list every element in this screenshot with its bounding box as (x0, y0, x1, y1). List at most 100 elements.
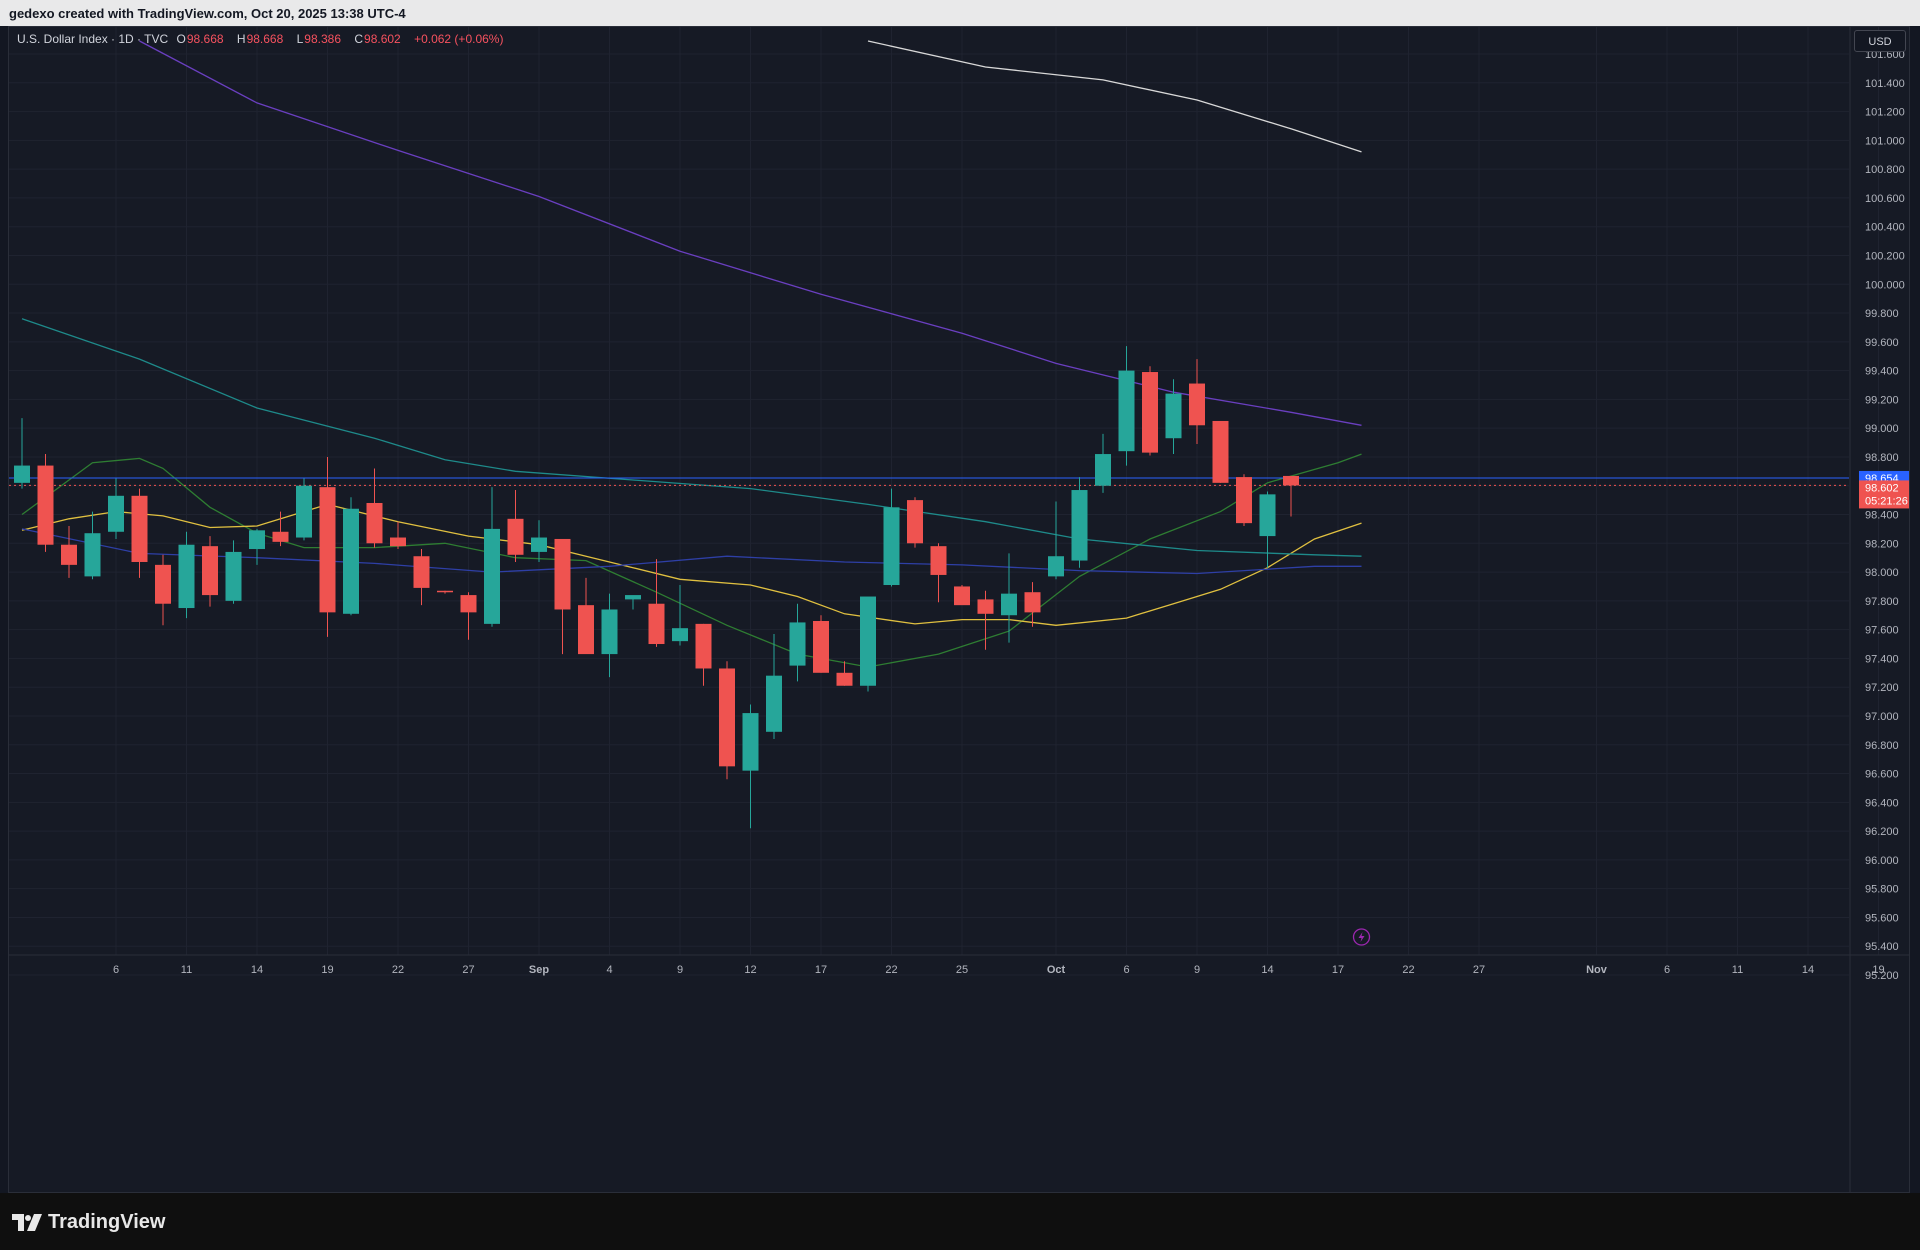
candles (14, 346, 1299, 829)
x-tick-label: 19 (1872, 964, 1884, 976)
x-tick-label: 6 (1123, 964, 1129, 976)
candle-body (1259, 494, 1276, 537)
candle-body (1118, 370, 1135, 452)
tradingview-brand[interactable]: TradingView (12, 1211, 165, 1234)
candle-body (977, 599, 994, 614)
y-tick-label: 97.400 (1865, 653, 1899, 665)
y-tick-label: 101.600 (1865, 49, 1905, 61)
legend-change: +0.062 (+0.06%) (414, 32, 504, 46)
x-tick-label: 17 (815, 964, 827, 976)
currency-button[interactable]: USD (1854, 30, 1906, 52)
candle-body (930, 546, 947, 575)
candle-body (1001, 593, 1017, 616)
candle-body (155, 564, 171, 604)
candle (84, 511, 101, 580)
candle-body (296, 485, 312, 538)
candle (578, 577, 594, 655)
x-tick-label: 11 (181, 964, 192, 976)
candle (1189, 359, 1205, 444)
x-tick-label: 6 (1664, 964, 1670, 976)
candle (249, 528, 265, 565)
y-tick-label: 100.200 (1865, 250, 1905, 262)
y-tick-label: 96.000 (1865, 855, 1899, 867)
legend-open: 98.668 (186, 32, 224, 46)
event-marker-icon (1352, 928, 1371, 946)
candle (695, 623, 712, 686)
candle-body (813, 620, 829, 673)
y-tick-label: 99.800 (1865, 308, 1899, 320)
x-tick-label: 27 (1473, 964, 1485, 976)
candle (1236, 474, 1252, 527)
candle-body (625, 595, 641, 600)
y-axis: 101.600 101.400 101.200 101.000 100.800 100.6… (1849, 27, 1905, 1192)
candle-body (507, 518, 524, 555)
candle-body (1024, 592, 1041, 613)
candle (61, 526, 77, 578)
candle (719, 661, 735, 780)
candle (860, 596, 876, 692)
candle (366, 468, 383, 548)
x-tick-label: 22 (392, 964, 404, 976)
y-tick-label: 100.800 (1865, 164, 1905, 176)
candle (390, 521, 406, 550)
candle (319, 456, 336, 637)
y-tick-label: 100.600 (1865, 193, 1905, 205)
candle-body (1212, 420, 1229, 483)
moving-averages (21, 40, 1362, 668)
ma-line-ma_white (867, 40, 1362, 153)
header-bar: gedexo created with TradingView.com, Oct… (0, 0, 1920, 26)
y-tick-label: 101.000 (1865, 135, 1905, 147)
y-tick-label: 98.800 (1865, 452, 1899, 464)
legend-high: 98.668 (246, 32, 284, 46)
x-tick-label: 14 (251, 964, 263, 976)
symbol-legend: U.S. Dollar Index · 1D · TVC O98.668 H98… (17, 32, 508, 46)
candle-body (954, 586, 970, 606)
candle-body (249, 530, 265, 550)
candle (1283, 475, 1299, 517)
y-tick-label: 98.400 (1865, 510, 1899, 522)
countdown-label: 05:21:26 (1865, 495, 1908, 507)
candle (789, 603, 806, 682)
candle (531, 520, 547, 562)
candle-body (1071, 490, 1088, 561)
footer-bar (0, 1193, 1920, 1250)
y-tick-label: 100.000 (1865, 279, 1905, 291)
price-lines (9, 477, 1849, 486)
candle (343, 497, 359, 616)
candle-body (14, 465, 30, 483)
candle (484, 487, 500, 627)
legend-open-label: O (176, 32, 186, 46)
legend-close: 98.602 (364, 32, 401, 46)
y-tick-label: 96.400 (1865, 797, 1899, 809)
candle-body (202, 546, 218, 596)
candle-body (37, 465, 54, 545)
candle-body (413, 556, 430, 588)
y-tick-label: 99.000 (1865, 423, 1899, 435)
candle-body (883, 507, 900, 586)
candle (296, 478, 312, 541)
ma-line-ma_purple (139, 40, 1362, 426)
grid-lines (9, 27, 1879, 976)
tradingview-logo-icon (12, 1214, 42, 1231)
chart-frame: 101.600 101.400 101.200 101.000 100.800 100.6… (8, 26, 1910, 1193)
x-tick-label: 22 (885, 964, 897, 976)
candle (14, 418, 30, 489)
candle (202, 536, 218, 607)
x-tick-label: 25 (956, 964, 968, 976)
x-tick-label: 14 (1802, 964, 1814, 976)
candle (977, 590, 994, 650)
candle (1212, 420, 1229, 483)
candle-body (695, 623, 712, 669)
legend-low: 98.386 (304, 32, 341, 46)
y-tick-label: 96.800 (1865, 740, 1899, 752)
candle (648, 559, 665, 647)
candle-body (648, 603, 665, 645)
price-chart[interactable]: 101.600 101.400 101.200 101.000 100.800 100.6… (9, 27, 1909, 1192)
x-tick-label: Nov (1586, 964, 1608, 976)
candle (507, 490, 524, 562)
candle-body (1095, 454, 1111, 486)
candle (601, 593, 618, 678)
candle-body (460, 595, 477, 613)
candle-body (225, 551, 242, 601)
x-tick-label: 9 (677, 964, 683, 976)
